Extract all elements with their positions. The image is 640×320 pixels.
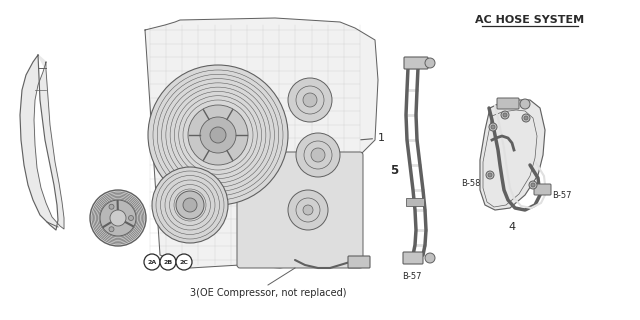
FancyBboxPatch shape — [534, 184, 551, 195]
FancyBboxPatch shape — [404, 57, 428, 69]
Circle shape — [491, 125, 495, 129]
Circle shape — [183, 198, 197, 212]
Circle shape — [524, 116, 528, 120]
FancyBboxPatch shape — [497, 98, 519, 109]
Circle shape — [288, 78, 332, 122]
Circle shape — [210, 127, 226, 143]
Circle shape — [303, 205, 313, 215]
Circle shape — [488, 173, 492, 177]
Circle shape — [176, 191, 204, 219]
Circle shape — [176, 254, 192, 270]
FancyBboxPatch shape — [237, 152, 363, 268]
Polygon shape — [20, 55, 64, 230]
Text: B-57: B-57 — [552, 190, 572, 199]
Text: 2B: 2B — [163, 260, 173, 265]
Circle shape — [501, 111, 509, 119]
Circle shape — [489, 123, 497, 131]
Circle shape — [110, 210, 126, 226]
Circle shape — [144, 254, 160, 270]
Circle shape — [152, 167, 228, 243]
Circle shape — [160, 254, 176, 270]
Text: B-58: B-58 — [461, 179, 481, 188]
Circle shape — [486, 171, 494, 179]
Circle shape — [531, 183, 535, 187]
Circle shape — [311, 148, 325, 162]
Circle shape — [109, 204, 114, 209]
FancyBboxPatch shape — [348, 256, 370, 268]
Circle shape — [100, 200, 136, 236]
Circle shape — [148, 65, 288, 205]
Text: 2C: 2C — [180, 260, 188, 265]
Circle shape — [303, 93, 317, 107]
Text: B-57: B-57 — [403, 272, 422, 281]
Circle shape — [503, 113, 507, 117]
Text: 3(OE Compressor, not replaced): 3(OE Compressor, not replaced) — [189, 288, 346, 298]
Circle shape — [425, 58, 435, 68]
Polygon shape — [480, 100, 545, 210]
Circle shape — [529, 181, 537, 189]
FancyBboxPatch shape — [406, 198, 424, 206]
Circle shape — [522, 114, 530, 122]
Polygon shape — [145, 18, 378, 268]
Text: 1: 1 — [361, 133, 385, 143]
Text: 4: 4 — [508, 222, 516, 232]
Text: 2A: 2A — [147, 260, 157, 265]
Circle shape — [520, 99, 530, 109]
Text: AC HOSE SYSTEM: AC HOSE SYSTEM — [476, 15, 584, 25]
Circle shape — [109, 227, 114, 232]
Circle shape — [129, 215, 134, 220]
FancyBboxPatch shape — [403, 252, 423, 264]
Circle shape — [425, 253, 435, 263]
Circle shape — [288, 190, 328, 230]
Circle shape — [90, 190, 146, 246]
Circle shape — [296, 133, 340, 177]
Text: 5: 5 — [390, 164, 398, 177]
Circle shape — [188, 105, 248, 165]
Circle shape — [200, 117, 236, 153]
